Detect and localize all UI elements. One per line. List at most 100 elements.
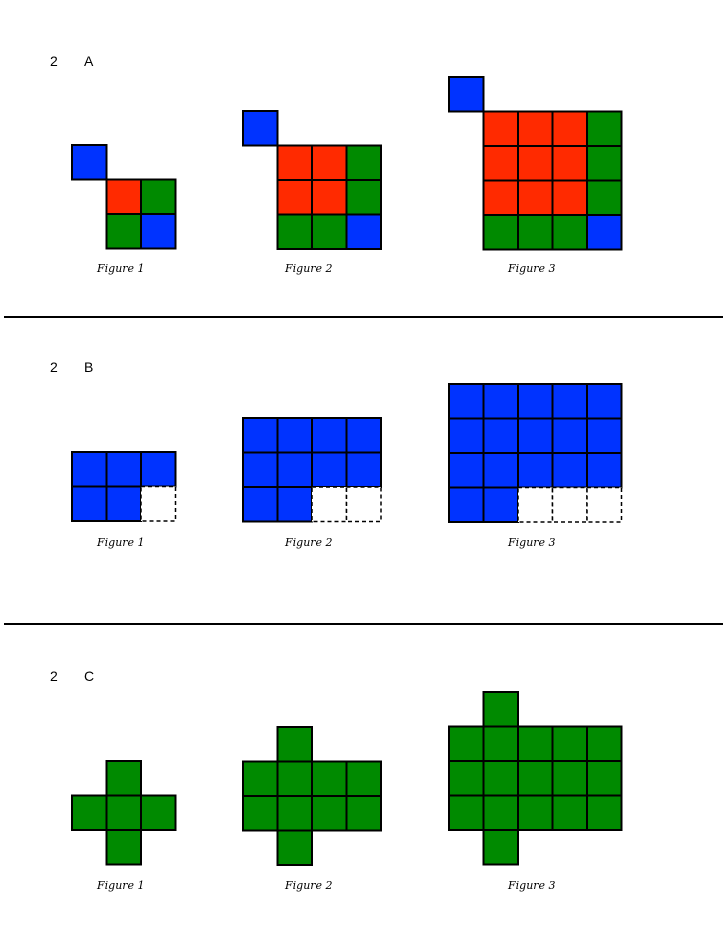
green-square [586,760,623,797]
section-a-figure-3-caption: Figure 3 [507,262,556,275]
blue-square [345,213,382,250]
green-square [551,760,588,797]
green-square [586,145,623,182]
section-c-letter: C [84,668,94,684]
blue-square [586,452,623,489]
section-c-figure-3-caption: Figure 3 [507,879,556,892]
section-b-figure-3-caption: Figure 3 [507,536,556,549]
red-square [482,110,519,147]
green-square [482,691,519,728]
section-b-letter: B [84,359,93,375]
red-square [105,178,142,215]
green-square [482,214,519,251]
green-square [448,794,485,831]
section-a-figures [71,76,623,251]
blue-square [71,144,108,181]
blue-square [242,417,279,454]
green-square [105,829,142,866]
blue-square [586,214,623,251]
section-a-letter: A [84,53,94,69]
red-square [311,144,348,181]
green-square [586,725,623,762]
empty-square [140,485,177,522]
red-square [551,179,588,216]
section-a-figure-2-caption: Figure 2 [284,262,333,275]
green-square [586,110,623,147]
blue-square [448,76,485,113]
blue-square [517,417,554,454]
green-square [276,795,313,832]
section-a-figure-1-caption: Figure 1 [96,262,145,275]
red-square [517,145,554,182]
green-square [448,725,485,762]
green-square [517,760,554,797]
empty-square [517,486,554,523]
blue-square [140,451,177,488]
red-square [551,145,588,182]
blue-square [276,417,313,454]
green-square [551,214,588,251]
blue-square [482,383,519,420]
green-square [105,794,142,831]
section-b-number: 2 [50,359,58,375]
empty-square [551,486,588,523]
green-square [586,794,623,831]
blue-square [482,417,519,454]
red-square [517,179,554,216]
blue-square [242,486,279,523]
green-square [311,760,348,797]
green-square [345,760,382,797]
empty-square [345,486,382,523]
green-square [276,829,313,866]
blue-square [482,486,519,523]
green-square [345,179,382,216]
green-square [242,760,279,797]
blue-square [551,452,588,489]
green-square [482,725,519,762]
blue-square [71,485,108,522]
blue-square [448,417,485,454]
red-square [482,179,519,216]
blue-square [311,417,348,454]
green-square [345,144,382,181]
green-square [345,795,382,832]
green-square [448,760,485,797]
red-square [276,179,313,216]
red-square [551,110,588,147]
green-square [482,760,519,797]
blue-square [140,213,177,250]
blue-square [276,451,313,488]
green-square [517,794,554,831]
green-square [71,794,108,831]
green-square [140,178,177,215]
green-square [311,213,348,250]
green-square [551,794,588,831]
section-c-figure-1-caption: Figure 1 [96,879,145,892]
green-square [276,726,313,763]
red-square [276,144,313,181]
blue-square [586,383,623,420]
green-square [517,214,554,251]
blue-square [517,452,554,489]
blue-square [448,383,485,420]
green-square [482,794,519,831]
green-square [311,795,348,832]
blue-square [105,485,142,522]
green-square [105,213,142,250]
section-b-figure-2-caption: Figure 2 [284,536,333,549]
blue-square [448,452,485,489]
blue-square [242,110,279,147]
green-square [517,725,554,762]
blue-square [71,451,108,488]
green-square [105,760,142,797]
blue-square [448,486,485,523]
section-b-figures [71,383,623,523]
red-square [311,179,348,216]
green-square [276,760,313,797]
green-square [586,179,623,216]
blue-square [345,451,382,488]
empty-square [311,486,348,523]
blue-square [311,451,348,488]
section-a-number: 2 [50,53,58,69]
